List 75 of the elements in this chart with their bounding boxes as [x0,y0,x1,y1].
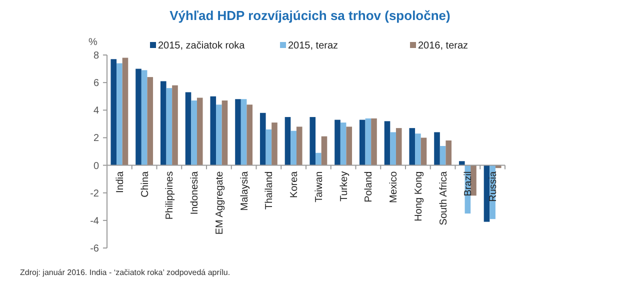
bar [210,96,216,166]
x-tick-label: Malaysia [239,170,250,211]
bar [290,130,296,166]
x-tick-label: Taiwan [314,171,325,202]
bar [340,122,346,166]
bar [136,68,142,166]
y-tick-label: 0 [93,160,100,172]
bar [310,117,316,166]
x-tick-label: Russia [488,170,500,202]
bar [284,117,291,166]
bar [166,88,172,166]
y-tick-label: 2 [93,133,100,144]
legend-label: 2015, začiatok roka [158,40,246,52]
y-tick-label: -6 [90,244,100,254]
bar [409,128,416,166]
x-tick-label: Korea [289,170,300,198]
bar [246,104,253,166]
bar [266,129,272,166]
bar [470,165,476,196]
x-tick-label: India [114,170,126,193]
bar [446,140,452,166]
bar [334,120,340,166]
bar [260,112,266,166]
bar [216,104,222,166]
x-tick-label: Hong Kong [413,171,424,222]
x-tick-label: Brazil [463,171,474,196]
legend-label: 2015, teraz [288,40,338,52]
bar [484,165,490,222]
bar [222,100,228,166]
y-axis-title: % [88,37,98,48]
bar [160,81,166,166]
bar [191,100,197,166]
bar [196,98,203,166]
x-tick-label: Philippines [164,171,176,220]
x-tick-label: Indonesia [190,170,201,215]
bar [185,92,192,166]
x-tick-label: Thailand [264,171,276,210]
y-tick-label: 4 [93,106,100,117]
bar [240,99,247,166]
y-tick-label: -4 [90,216,100,227]
bar [116,63,122,166]
x-tick-label: Turkey [338,171,350,202]
bar [365,118,372,166]
bar [396,128,402,166]
bar [172,85,178,166]
bar [420,138,427,166]
bar [390,132,396,166]
bar [371,118,377,166]
x-tick-label: Mexico [388,170,400,203]
bar [384,121,390,166]
text: Zdroj: január 2016. India - ‘začiatok roka’ zodpovedá aprílu. [20,268,230,277]
bar [296,126,302,166]
bar [321,136,328,166]
x-tick-label: South Africa [438,170,450,226]
bar [434,132,440,166]
bar [141,70,148,166]
x-tick-label: China [140,170,151,198]
y-tick-label: 8 [93,50,100,62]
bar [235,99,241,166]
bar [272,122,278,166]
bar [122,58,128,166]
bar [316,152,322,166]
bar [110,59,117,166]
y-tick-label: -2 [90,188,100,200]
x-tick-label: Poland [364,171,375,202]
chart-title: Výhľad HDP rozvíjajúcich sa trhov (spoločne) [170,8,450,23]
bar [458,161,465,166]
bar [415,134,421,166]
bar [440,146,446,166]
legend-label: 2016, teraz [418,40,468,52]
y-tick-label: 6 [93,78,100,90]
bar [359,120,366,166]
bar [346,126,352,166]
x-tick-label: EM Aggregate [214,170,226,235]
bar [147,77,154,166]
